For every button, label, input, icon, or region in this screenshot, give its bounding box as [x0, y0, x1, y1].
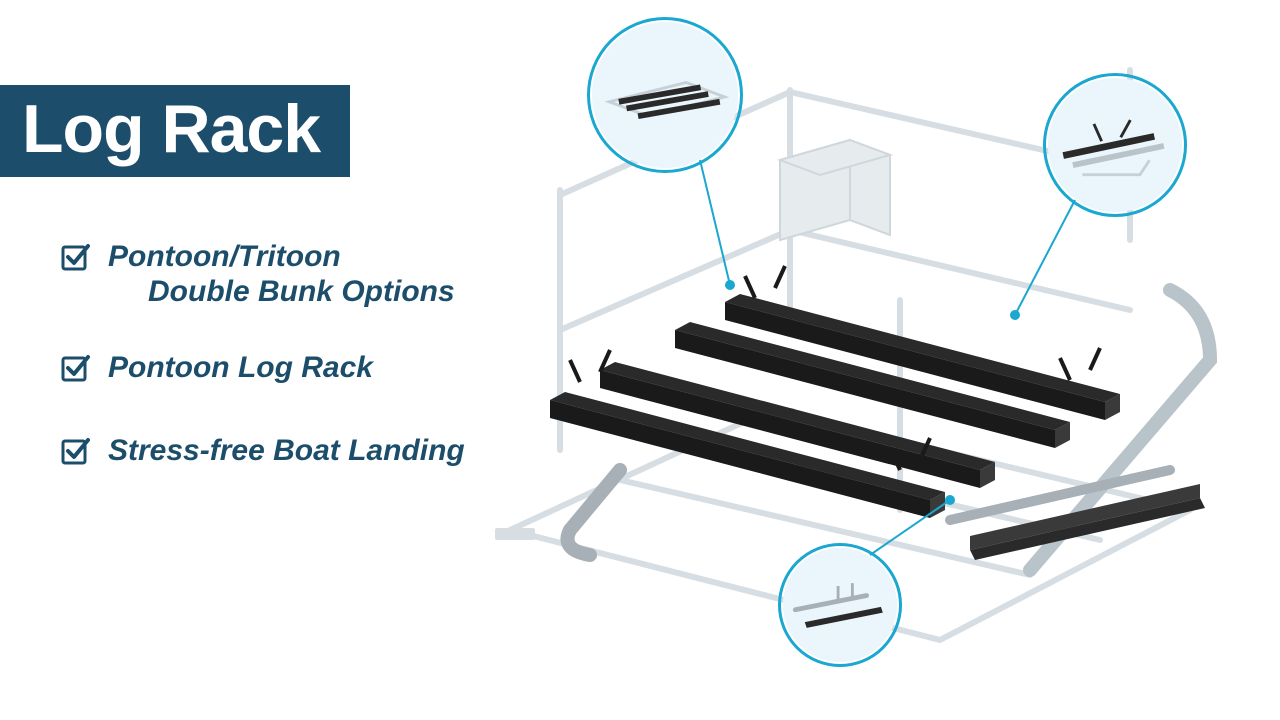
- feature-item: Stress-free Boat Landing: [60, 434, 540, 475]
- callout-top-right: [1043, 73, 1187, 217]
- feature-label: Pontoon/Tritoon Double Bunk Options: [108, 240, 455, 309]
- feature-item: Pontoon Log Rack: [60, 351, 540, 392]
- feature-label: Pontoon Log Rack: [108, 351, 373, 386]
- title-text: Log Rack: [22, 91, 320, 167]
- callout-top-left: [587, 17, 743, 173]
- feature-line: Double Bunk Options: [108, 275, 455, 310]
- title-bar: Log Rack: [0, 85, 350, 177]
- feature-line: Pontoon/Tritoon: [108, 240, 341, 273]
- feature-label: Stress-free Boat Landing: [108, 434, 465, 469]
- feature-item: Pontoon/Tritoon Double Bunk Options: [60, 240, 540, 309]
- check-icon: [60, 242, 90, 281]
- check-icon: [60, 436, 90, 475]
- feature-line: Pontoon Log Rack: [108, 351, 373, 384]
- feature-list: Pontoon/Tritoon Double Bunk Options Pont…: [60, 240, 540, 516]
- callout-bottom: [778, 543, 902, 667]
- feature-line: Stress-free Boat Landing: [108, 434, 465, 467]
- check-icon: [60, 353, 90, 392]
